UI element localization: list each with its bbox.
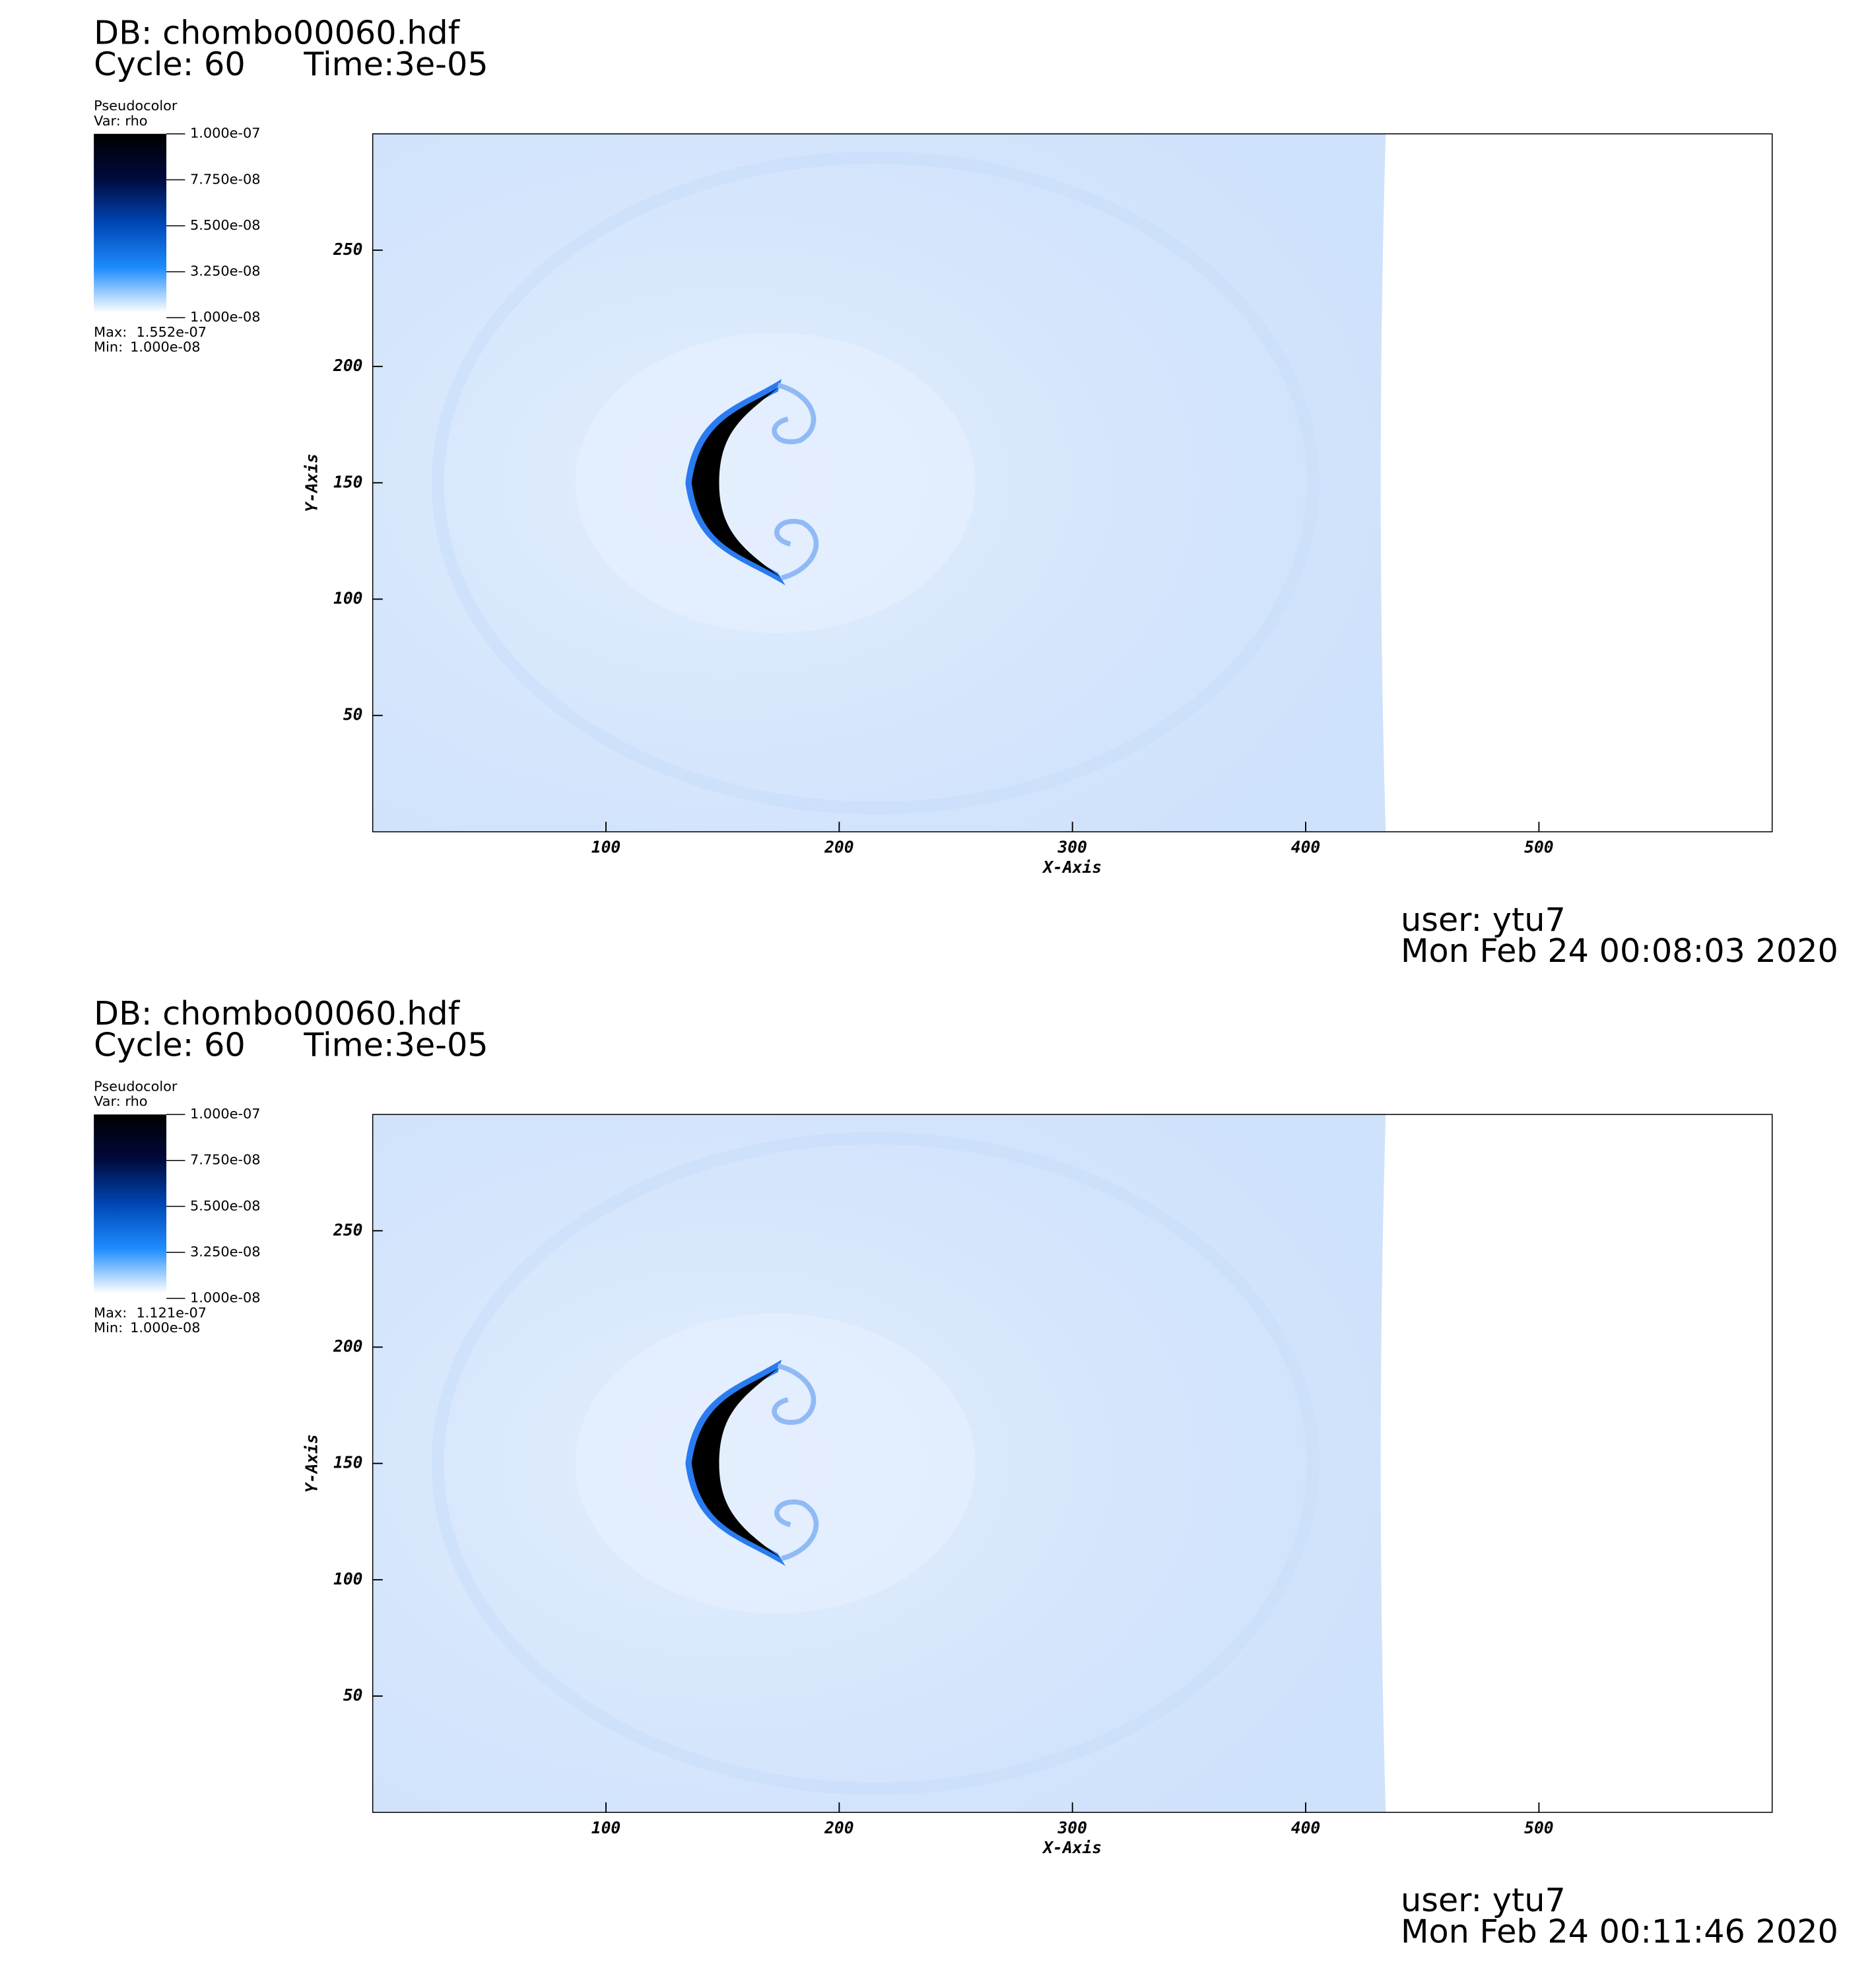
shock-core bbox=[691, 388, 782, 578]
min-value: 1.000e-08 bbox=[130, 339, 200, 355]
colorbar bbox=[94, 133, 167, 313]
legend-title: Pseudocolor bbox=[94, 1078, 178, 1094]
wave-ring bbox=[575, 332, 976, 633]
max-value: 1.552e-07 bbox=[137, 324, 207, 340]
vortex bbox=[772, 382, 817, 444]
y-tick-label: 50 bbox=[343, 705, 363, 724]
colorbar-tick-label: 5.500e-08 bbox=[190, 1198, 260, 1213]
user-label: user: ytu7 bbox=[1401, 900, 1566, 939]
colorbar-tick-label: 1.000e-07 bbox=[190, 125, 260, 141]
y-tick-label: 100 bbox=[333, 589, 362, 608]
max-value: 1.121e-07 bbox=[137, 1305, 207, 1320]
time-label: Time:3e-05 bbox=[303, 45, 488, 83]
y-tick-label: 100 bbox=[333, 1569, 362, 1588]
y-tick-label: 50 bbox=[343, 1685, 363, 1705]
colorbar-tick-label: 1.000e-08 bbox=[190, 309, 260, 325]
vortex bbox=[772, 1363, 817, 1425]
x-tick-label: 300 bbox=[1057, 1818, 1087, 1837]
cycle-label: Cycle: 60 bbox=[94, 1025, 246, 1064]
time-label: Time:3e-05 bbox=[303, 1025, 488, 1064]
cycle-label: Cycle: 60 bbox=[94, 45, 246, 83]
x-tick-label: 100 bbox=[591, 1818, 620, 1837]
vortex bbox=[774, 1499, 819, 1561]
x-tick-label: 300 bbox=[1057, 838, 1087, 857]
colorbar-tick-label: 7.750e-08 bbox=[190, 1152, 260, 1168]
colorbar-tick-label: 1.000e-08 bbox=[190, 1290, 260, 1306]
db-label: DB: chombo00060.hdf bbox=[94, 994, 461, 1033]
x-tick-label: 500 bbox=[1524, 838, 1553, 857]
min-value: 1.000e-08 bbox=[130, 1320, 200, 1336]
y-axis-label: Y-Axis bbox=[302, 1434, 321, 1493]
date-label: Mon Feb 24 00:08:03 2020 bbox=[1401, 932, 1838, 970]
wave-ring bbox=[431, 1132, 1320, 1795]
shock-edge bbox=[685, 1359, 786, 1567]
colorbar bbox=[94, 1114, 167, 1294]
legend-var: Var: rho bbox=[94, 1093, 147, 1109]
user-label: user: ytu7 bbox=[1401, 1881, 1566, 1919]
wave-ring bbox=[431, 151, 1320, 815]
colorbar-tick-label: 7.750e-08 bbox=[190, 171, 260, 187]
y-tick-label: 200 bbox=[333, 356, 362, 375]
y-axis-label: Y-Axis bbox=[302, 454, 321, 512]
wave-ring bbox=[575, 1313, 976, 1614]
y-tick-label: 250 bbox=[333, 1220, 362, 1239]
colorbar-tick-label: 5.500e-08 bbox=[190, 217, 260, 233]
shock-edge bbox=[685, 379, 786, 586]
colorbar-tick-label: 1.000e-07 bbox=[190, 1106, 260, 1122]
date-label: Mon Feb 24 00:11:46 2020 bbox=[1401, 1913, 1838, 1951]
colorbar-tick-label: 3.250e-08 bbox=[190, 263, 260, 279]
legend-var: Var: rho bbox=[94, 113, 147, 129]
x-tick-label: 400 bbox=[1291, 838, 1320, 857]
x-tick-label: 200 bbox=[824, 1818, 854, 1837]
min-label: Min: bbox=[94, 339, 123, 355]
x-tick-label: 200 bbox=[824, 838, 854, 857]
max-label: Max: bbox=[94, 324, 127, 340]
x-tick-label: 500 bbox=[1524, 1818, 1553, 1837]
x-axis-label: X-Axis bbox=[1042, 858, 1102, 877]
y-tick-label: 150 bbox=[333, 1453, 362, 1472]
max-label: Max: bbox=[94, 1305, 127, 1320]
colorbar-tick-label: 3.250e-08 bbox=[190, 1244, 260, 1260]
shock-core bbox=[691, 1368, 782, 1559]
db-label: DB: chombo00060.hdf bbox=[94, 14, 461, 52]
y-tick-label: 200 bbox=[333, 1336, 362, 1355]
x-tick-label: 400 bbox=[1291, 1818, 1320, 1837]
x-axis-label: X-Axis bbox=[1042, 1838, 1102, 1857]
min-label: Min: bbox=[94, 1320, 123, 1336]
y-tick-label: 150 bbox=[333, 472, 362, 491]
x-tick-label: 100 bbox=[591, 838, 620, 857]
vortex bbox=[774, 519, 819, 580]
legend-title: Pseudocolor bbox=[94, 98, 178, 114]
y-tick-label: 250 bbox=[333, 240, 362, 259]
